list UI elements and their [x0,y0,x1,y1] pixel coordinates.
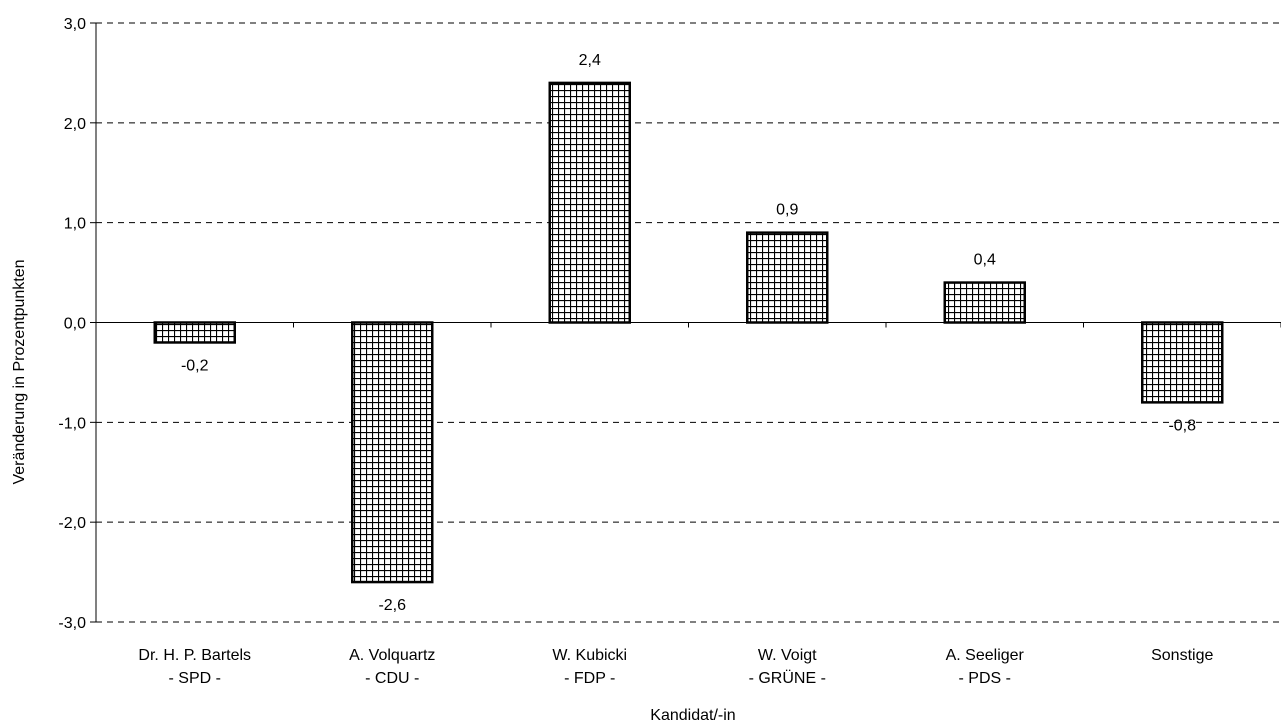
y-tick-label: -2,0 [58,515,86,532]
category-label: Dr. H. P. Bartels [138,647,251,664]
category-label: A. Seeliger [946,647,1025,664]
y-tick-label: -3,0 [58,615,86,632]
data-label: 0,4 [974,252,996,269]
bar [1141,321,1224,404]
category-party-label: - CDU - [365,670,419,687]
category-party-label: - PDS - [959,670,1011,687]
data-label: -2,6 [378,597,406,614]
x-axis-title: Kandidat/-in [650,707,735,724]
bars [153,81,1224,584]
data-label: -0,8 [1168,417,1196,434]
category-party-label: - FDP - [564,670,615,687]
data-label: 2,4 [579,52,601,69]
bar [153,321,236,344]
y-tick-label: 3,0 [64,16,86,33]
bar [548,81,631,324]
y-tick-label: 0,0 [64,316,86,333]
axes: 3,0 2,0 1,0 0,0 -1,0 -2,0 -3,0 [58,16,1281,632]
bar [943,281,1026,324]
data-label: -0,2 [181,357,209,374]
y-tick-label: 2,0 [64,116,86,133]
bar [746,231,829,324]
y-tick-label: 1,0 [64,216,86,233]
category-party-label: - SPD - [169,670,221,687]
bar [351,321,434,584]
y-tick-label: -1,0 [58,415,86,432]
category-label: Sonstige [1151,647,1213,664]
y-axis-title: Veränderung in Prozentpunkten [11,259,28,484]
category-label: A. Volquartz [349,647,435,664]
category-party-label: - GRÜNE - [749,669,826,687]
category-label: W. Kubicki [552,647,627,664]
labels: -0,2 Dr. H. P. Bartels - SPD - -2,6 A. Volqu… [138,52,1213,687]
category-label: W. Voigt [758,647,817,664]
data-label: 0,9 [776,202,798,219]
